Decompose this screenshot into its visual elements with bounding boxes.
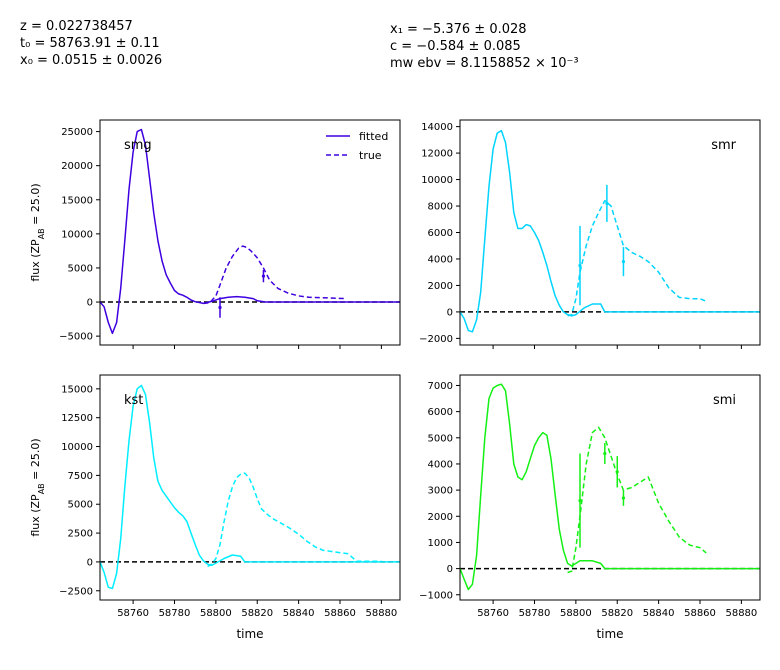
panel-smi: −1000 0 1000 2000 3000 4000 5000 6000 7000 58760 5… xyxy=(419,374,761,641)
y-tick-label: 12000 xyxy=(421,149,453,160)
y-tick-label: 20000 xyxy=(61,161,93,172)
band-label-smg: smg xyxy=(124,138,152,153)
true-line-smg xyxy=(203,245,347,305)
y-tick-label: 10000 xyxy=(61,229,93,240)
x-tick-label: 58860 xyxy=(324,608,356,619)
x-tick-label: 58880 xyxy=(365,608,397,619)
y-tick-label: 0 xyxy=(447,564,453,575)
data-point xyxy=(605,201,609,205)
y-tick-label: 2000 xyxy=(428,281,453,292)
x-tick-label: 58760 xyxy=(477,608,509,619)
true-line-smi xyxy=(567,426,707,574)
panel-smg: −5000 0 5000 10000 15000 20000 25000 smg flux (Z… xyxy=(29,119,401,349)
true-line-smr xyxy=(567,199,707,317)
fitted-line-smr xyxy=(460,129,760,333)
fit-params-left: z = 0.022738457 t₀ = 58763.91 ± 0.11 x₀ … xyxy=(20,18,162,69)
y-tick-label: 6000 xyxy=(428,407,453,418)
y-tick-label: 2000 xyxy=(428,512,453,523)
panel-kst: −2500 0 2500 5000 7500 10000 12500 15000 58760 58… xyxy=(29,374,401,641)
data-point xyxy=(578,498,582,503)
param-x0: x₀ = 0.0515 ± 0.0026 xyxy=(20,53,163,68)
data-point xyxy=(603,451,607,456)
x-tick-label: 58780 xyxy=(159,608,191,619)
param-mwebv: mw ebv = 8.1158852 × 10⁻³ xyxy=(390,56,579,71)
data-point xyxy=(218,305,222,310)
y-tick-label: 2500 xyxy=(68,529,93,540)
y-tick-label: 14000 xyxy=(421,122,453,133)
y-tick-label: −2500 xyxy=(59,586,93,597)
y-tick-label: 5000 xyxy=(428,433,453,444)
x-tick-label: 58840 xyxy=(643,608,675,619)
param-x1: x₁ = −5.376 ± 0.028 xyxy=(390,22,527,37)
y-tick-label: 1000 xyxy=(428,538,453,549)
y-tick-label: 12500 xyxy=(61,413,93,424)
x-axis-label: time xyxy=(236,627,263,641)
panel-smr: −2000 0 2000 4000 6000 8000 10000 12000 14000 smr xyxy=(419,119,761,349)
y-tick-label: 7500 xyxy=(68,471,93,482)
band-label-smr: smr xyxy=(711,138,736,153)
y-tick-label: 10000 xyxy=(421,175,453,186)
x-tick-label: 58780 xyxy=(519,608,551,619)
param-t0: t₀ = 58763.91 ± 0.11 xyxy=(20,36,160,51)
axes-frame xyxy=(99,119,401,346)
fitted-line-kst xyxy=(100,384,400,590)
data-point xyxy=(578,263,582,268)
y-tick-label: 0 xyxy=(447,307,453,318)
y-tick-label: 4000 xyxy=(428,459,453,470)
param-z: z = 0.022738457 xyxy=(20,19,133,34)
y-tick-label: 25000 xyxy=(61,127,93,138)
x-tick-label: 58800 xyxy=(200,608,232,619)
y-tick-label: 6000 xyxy=(428,228,453,239)
x-tick-label: 58820 xyxy=(241,608,273,619)
y-tick-label: 15000 xyxy=(61,195,93,206)
x-tick-label: 58820 xyxy=(601,608,633,619)
data-point xyxy=(621,496,626,500)
x-axis-label: time xyxy=(596,627,623,641)
y-tick-label: 5000 xyxy=(68,500,93,511)
x-tick-label: 58860 xyxy=(684,608,716,619)
x-tick-label: 58800 xyxy=(560,608,592,619)
x-tick-label: 58840 xyxy=(283,608,315,619)
y-tick-label: 0 xyxy=(87,557,93,568)
fit-params-right: x₁ = −5.376 ± 0.028 c = −0.584 ± 0.085 m… xyxy=(390,21,579,72)
axes-frame xyxy=(459,374,761,601)
fitted-line-smg xyxy=(100,128,400,335)
y-tick-label: 4000 xyxy=(428,254,453,265)
y-axis-label: flux (ZPAB = 25.0) xyxy=(29,438,46,536)
y-tick-label: 8000 xyxy=(428,202,453,213)
x-tick-label: 58880 xyxy=(725,608,757,619)
y-tick-label: 5000 xyxy=(68,263,93,274)
y-tick-label: 0 xyxy=(87,298,93,309)
data-point xyxy=(621,260,626,264)
x-tick-label: 58760 xyxy=(117,608,149,619)
y-tick-label: −1000 xyxy=(419,590,453,601)
y-tick-label: 10000 xyxy=(61,442,93,453)
data-point xyxy=(615,470,619,474)
y-tick-label: −5000 xyxy=(59,332,93,343)
legend-true-label: true xyxy=(359,149,382,162)
y-axis-label: flux (ZPAB = 25.0) xyxy=(29,183,46,281)
band-label-kst: kst xyxy=(124,393,143,408)
data-point xyxy=(261,274,266,278)
y-tick-label: 3000 xyxy=(428,486,453,497)
legend-fitted-label: fitted xyxy=(359,130,388,143)
axes-frame xyxy=(99,374,401,601)
legend: fitted true xyxy=(326,130,388,162)
true-line-kst xyxy=(207,472,382,568)
y-tick-label: 7000 xyxy=(428,381,453,392)
param-c: c = −0.584 ± 0.085 xyxy=(390,39,521,54)
band-label-smi: smi xyxy=(713,393,736,408)
fitted-line-smi xyxy=(460,383,760,591)
y-tick-label: −2000 xyxy=(419,334,453,345)
y-tick-label: 15000 xyxy=(61,384,93,395)
